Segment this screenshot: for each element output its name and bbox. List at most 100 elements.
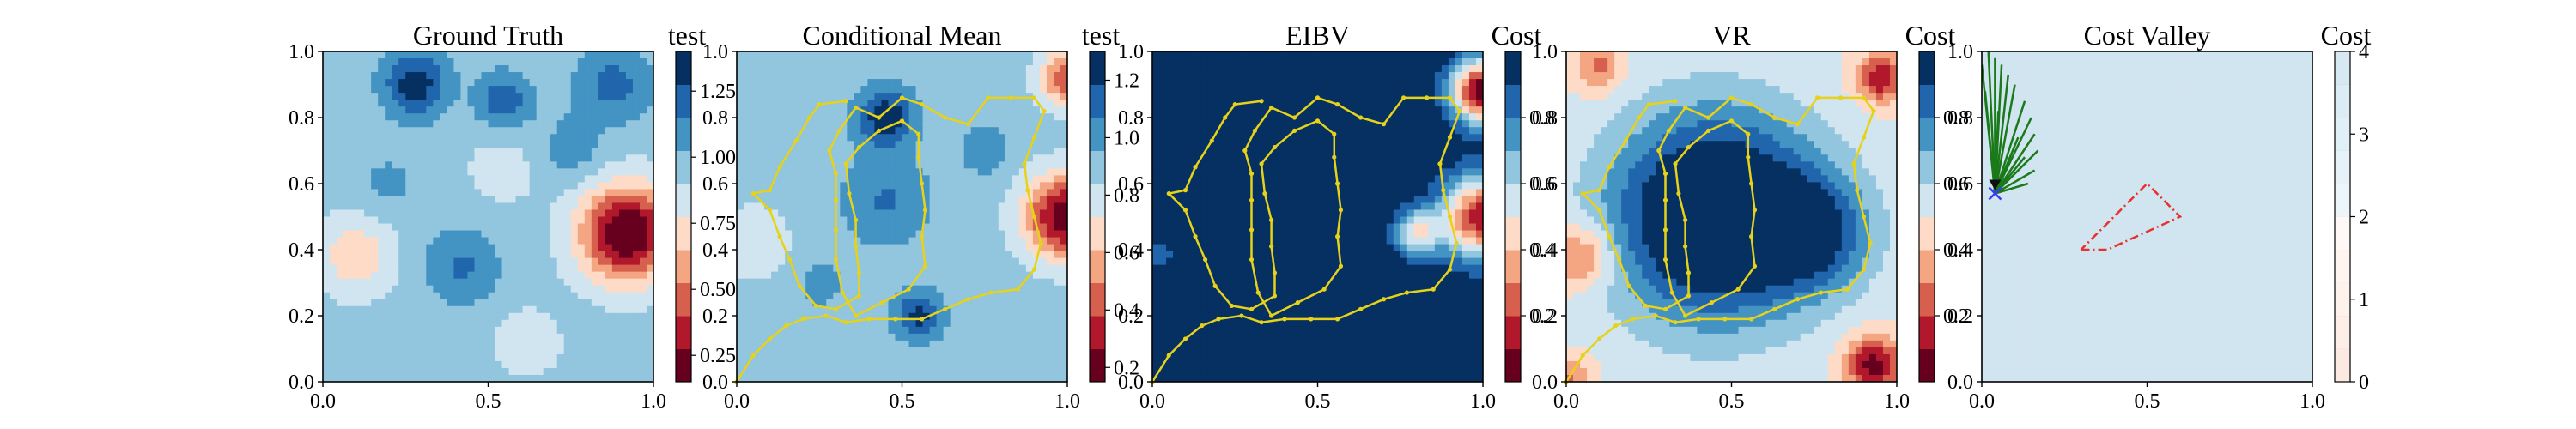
heatmap-cell [550, 100, 558, 107]
heatmap-cell [398, 106, 406, 114]
heatmap-cell [1032, 360, 1041, 369]
heatmap-cell [854, 347, 861, 355]
heatmap-cell [840, 202, 848, 211]
heatmap-cell [577, 65, 586, 73]
heatmap-cell [943, 148, 951, 155]
heatmap-cell [646, 347, 653, 355]
heatmap-cell [1032, 264, 1041, 273]
heatmap-cell [611, 237, 620, 245]
heatmap-cell [364, 333, 372, 341]
heatmap-cell [378, 79, 386, 87]
heatmap-cell [764, 72, 772, 80]
heatmap-cell [929, 161, 938, 169]
heatmap-cell [991, 51, 999, 59]
heatmap-cell [957, 196, 965, 204]
heatmap-cell [1046, 141, 1054, 148]
heatmap-cell [584, 305, 592, 314]
heatmap-cell [771, 305, 779, 314]
heatmap-cell [330, 120, 337, 128]
heatmap-cell [405, 196, 413, 204]
heatmap-cell [1358, 72, 1367, 80]
heatmap-cell [515, 168, 524, 176]
heatmap-cell [474, 271, 483, 280]
heatmap-cell [1012, 278, 1020, 287]
colorbar-segment [1090, 118, 1105, 151]
heatmap-cell [350, 353, 358, 362]
heatmap-cell [1025, 141, 1034, 148]
heatmap-cell [343, 113, 351, 121]
heatmap-cell [501, 326, 510, 335]
heatmap-cell [1005, 113, 1013, 121]
heatmap-cell [419, 79, 427, 87]
heatmap-cell [847, 367, 854, 376]
heatmap-cell [744, 374, 751, 382]
heatmap-cell [508, 141, 517, 148]
heatmap-cell [481, 230, 489, 239]
heatmap-cell [1393, 51, 1401, 59]
heatmap-cell [984, 360, 993, 369]
heatmap-cell [757, 168, 765, 176]
heatmap-cell [805, 251, 813, 259]
colorbar-segment [1090, 250, 1105, 283]
heatmap-cell [744, 168, 751, 176]
heatmap-cell [405, 79, 413, 87]
heatmap-cell [515, 86, 524, 94]
heatmap-cell [433, 79, 440, 87]
heatmap-cell [577, 106, 586, 114]
heatmap-cell [536, 319, 544, 328]
heatmap-cell [584, 93, 592, 100]
heatmap-cell [1025, 319, 1034, 328]
heatmap-cell [977, 312, 986, 321]
heatmap-cell [833, 299, 841, 307]
heatmap-cell [412, 319, 420, 328]
heatmap-cell [646, 134, 653, 142]
heatmap-cell [826, 65, 834, 73]
heatmap-cell [819, 72, 827, 80]
heatmap-cell [460, 251, 469, 259]
heatmap-cell [744, 312, 751, 321]
heatmap-cell [826, 58, 834, 66]
heatmap-cell [792, 292, 799, 300]
heatmap-cell [639, 175, 647, 183]
heatmap-cell [1046, 134, 1054, 142]
heatmap-cell [908, 251, 917, 259]
heatmap-cell [536, 134, 544, 142]
heatmap-cell [943, 251, 951, 259]
heatmap-cell [764, 148, 772, 155]
heatmap-cell [1025, 299, 1034, 307]
heatmap-cell [625, 106, 634, 114]
heatmap-cell [950, 182, 958, 190]
heatmap-cell [440, 58, 447, 66]
heatmap-cell [922, 230, 931, 239]
heatmap-cell [398, 209, 406, 218]
heatmap-cell [357, 168, 365, 176]
heatmap-cell [1039, 65, 1048, 73]
heatmap-cell [771, 292, 779, 300]
heatmap-cell [385, 251, 392, 259]
heatmap-cell [392, 360, 399, 369]
heatmap-cell [522, 360, 531, 369]
heatmap-cell [378, 134, 386, 142]
heatmap-cell [419, 134, 427, 142]
heatmap-cell [495, 285, 503, 293]
heatmap-cell [943, 333, 951, 341]
heatmap-cell [977, 257, 986, 266]
heatmap-cell [902, 292, 910, 300]
heatmap-cell [481, 113, 489, 121]
heatmap-cell [915, 51, 924, 59]
heatmap-cell [481, 340, 489, 348]
heatmap-cell [323, 353, 331, 362]
heatmap-cell [1352, 79, 1360, 87]
heatmap-cell [337, 216, 344, 225]
heatmap-cell [984, 353, 993, 362]
heatmap-cell [1060, 86, 1067, 94]
heatmap-cell [467, 202, 476, 211]
heatmap-cell [929, 58, 938, 66]
heatmap-cell [874, 360, 883, 369]
heatmap-cell [364, 86, 372, 94]
heatmap-cell [646, 244, 653, 252]
heatmap-cell [1200, 65, 1208, 73]
heatmap-cell [632, 189, 641, 197]
heatmap-cell [970, 257, 979, 266]
heatmap-cell [826, 175, 834, 183]
